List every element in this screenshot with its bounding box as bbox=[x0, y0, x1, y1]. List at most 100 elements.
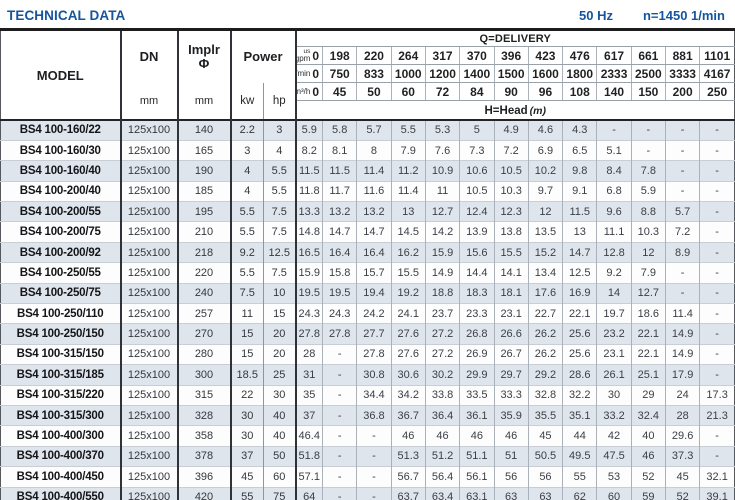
head-value-cell: 13 bbox=[562, 221, 597, 243]
unit-label-cell: us gpm 0 bbox=[294, 46, 323, 65]
hp-cell: 5.5 bbox=[262, 160, 296, 182]
head-value-cell: 32.4 bbox=[630, 404, 666, 426]
head-value-cell: 24.3 bbox=[294, 303, 323, 324]
delivery-value: 90 bbox=[493, 82, 529, 101]
head-value-cell: 14.4 bbox=[459, 262, 494, 284]
head-value-cell: 15.7 bbox=[356, 262, 392, 284]
head-value-cell: 30.6 bbox=[390, 364, 426, 386]
head-value-cell: 8.4 bbox=[596, 160, 632, 182]
head-value-cell: 16.5 bbox=[294, 241, 323, 263]
head-value-cell: - bbox=[699, 445, 735, 467]
head-value-cell: 11 bbox=[424, 180, 460, 202]
hp-cell: 12.5 bbox=[262, 241, 296, 263]
dn-cell: 125x100 bbox=[119, 282, 178, 304]
head-value-cell: 10.5 bbox=[459, 180, 494, 202]
head-value-cell: 64 bbox=[294, 486, 323, 500]
hp-cell: 60 bbox=[262, 466, 296, 488]
head-value-cell: 60 bbox=[596, 486, 632, 500]
head-value-cell: - bbox=[322, 384, 357, 406]
head-value-cell: 29.7 bbox=[493, 364, 529, 386]
model-cell: BS4 100-315/300 bbox=[0, 404, 121, 426]
unit-label-line: gpm bbox=[295, 53, 311, 63]
head-value-cell: 59 bbox=[630, 486, 666, 500]
delivery-value: 72 bbox=[424, 82, 460, 101]
delivery-value: 396 bbox=[493, 46, 529, 65]
dn-cell: 125x100 bbox=[119, 160, 178, 182]
head-value-cell: 46 bbox=[493, 425, 529, 447]
head-value-cell: 29.6 bbox=[664, 425, 700, 447]
implr-cell: 358 bbox=[176, 425, 231, 447]
implr-cell: 315 bbox=[176, 384, 231, 406]
delivery-value: 1800 bbox=[562, 64, 597, 83]
head-value-cell: 11.4 bbox=[356, 160, 392, 182]
head-value-cell: - bbox=[664, 160, 700, 182]
head-value-cell: 16.9 bbox=[562, 282, 597, 304]
delivery-units-row-m3h: mm mm kw hp m³/h 0 45 50 60 72 84 90 96 108 140 150… bbox=[1, 82, 735, 121]
head-value-cell: 23.2 bbox=[596, 323, 632, 345]
head-value-cell: 33.5 bbox=[459, 384, 494, 406]
column-header-impeller: Implr Φ bbox=[176, 29, 231, 83]
head-value-cell: 18.3 bbox=[459, 282, 494, 304]
head-value-cell: 19.5 bbox=[322, 282, 357, 304]
head-value-cell: 8.8 bbox=[630, 201, 666, 222]
head-value-cell: 11.6 bbox=[356, 180, 392, 202]
head-value-cell: 9.6 bbox=[596, 201, 632, 222]
head-value-cell: 32.8 bbox=[527, 384, 563, 406]
head-value-cell: - bbox=[356, 486, 392, 500]
head-value-cell: 23.7 bbox=[424, 303, 460, 324]
delivery-value: 50 bbox=[356, 82, 392, 101]
head-value-cell: 22.1 bbox=[562, 303, 597, 324]
head-value-cell: - bbox=[699, 323, 735, 345]
head-value-cell: 28 bbox=[294, 343, 323, 365]
table-row: BS4 100-200/75 125x100 210 5.5 7.5 14.8 14.7 14… bbox=[0, 221, 735, 243]
head-value-cell: 46 bbox=[424, 425, 460, 447]
implr-cell: 378 bbox=[176, 445, 231, 467]
head-value-cell: 40 bbox=[630, 425, 666, 447]
implr-cell: 257 bbox=[176, 303, 231, 324]
head-value-cell: 13.4 bbox=[527, 262, 563, 284]
delivery-value: 1200 bbox=[424, 64, 460, 83]
head-value-cell: 51.3 bbox=[390, 445, 426, 467]
head-value-cell: 26.1 bbox=[596, 364, 632, 386]
implr-cell: 185 bbox=[176, 180, 231, 202]
head-value-cell: 29.9 bbox=[459, 364, 494, 386]
dn-cell: 125x100 bbox=[119, 201, 178, 222]
dn-cell: 125x100 bbox=[119, 486, 178, 500]
model-cell: BS4 100-250/150 bbox=[0, 323, 121, 345]
unit-label: us gpm bbox=[295, 48, 311, 63]
table-row: BS4 100-315/220 125x100 315 22 30 35-34.4 34.2… bbox=[0, 384, 735, 406]
head-value-cell: 30 bbox=[596, 384, 632, 406]
hp-cell: 10 bbox=[262, 282, 296, 304]
kw-cell: 11 bbox=[229, 303, 264, 324]
implr-cell: 218 bbox=[176, 241, 231, 263]
head-value-cell: 17.6 bbox=[527, 282, 563, 304]
model-cell: BS4 100-160/22 bbox=[0, 118, 121, 141]
implr-cell: 190 bbox=[176, 160, 231, 182]
head-value-cell: 57.1 bbox=[294, 466, 323, 488]
hp-cell: 15 bbox=[262, 303, 296, 324]
hp-cell: 20 bbox=[262, 323, 296, 345]
delivery-value: 2500 bbox=[630, 64, 666, 83]
head-value-cell: 5.3 bbox=[424, 118, 460, 141]
unit-label: m³/h bbox=[298, 87, 311, 96]
head-value-cell: 14.2 bbox=[424, 221, 460, 243]
head-value-cell: 8.9 bbox=[664, 241, 700, 263]
head-value-cell: 14.7 bbox=[562, 241, 597, 263]
head-value-cell: 46 bbox=[459, 425, 494, 447]
page-title: TECHNICAL DATA bbox=[7, 7, 126, 23]
delivery-value: 2333 bbox=[596, 64, 632, 83]
head-value-cell: 36.8 bbox=[356, 404, 392, 426]
head-value-cell: - bbox=[699, 282, 735, 304]
head-value-cell: 45 bbox=[664, 466, 700, 488]
head-value-cell: 25.1 bbox=[630, 364, 666, 386]
head-value-cell: 10.6 bbox=[459, 160, 494, 182]
head-value-cell: 27.8 bbox=[322, 323, 357, 345]
head-value-cell: 10.2 bbox=[527, 160, 563, 182]
delivery-value: 150 bbox=[630, 82, 666, 101]
implr-cell: 328 bbox=[176, 404, 231, 426]
table-row: BS4 100-200/40 125x100 185 4 5.5 11.8 11.7 11.6… bbox=[0, 180, 735, 202]
model-cell: BS4 100-200/92 bbox=[0, 241, 121, 263]
implr-cell: 280 bbox=[176, 343, 231, 365]
dn-cell: 125x100 bbox=[119, 180, 178, 202]
